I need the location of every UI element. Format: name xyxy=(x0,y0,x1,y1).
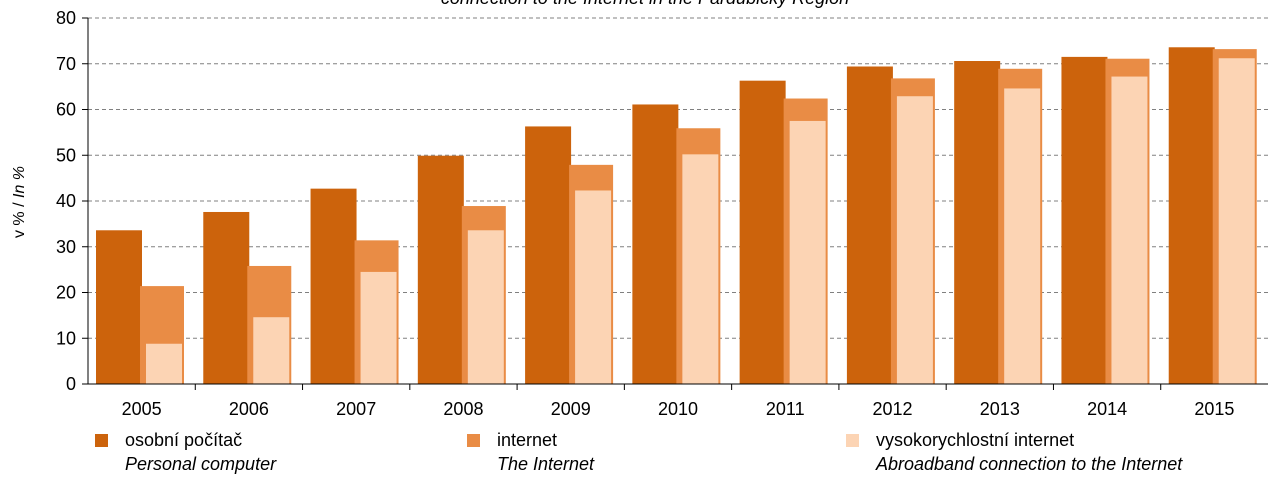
legend-label-en: Abroadband connection to the Internet xyxy=(876,454,1183,474)
x-tick-label: 2012 xyxy=(873,399,913,419)
y-tick-label: 60 xyxy=(56,100,76,120)
y-axis-label: v % / In % xyxy=(11,166,28,238)
bar-series-3-2011 xyxy=(789,120,826,384)
legend-swatch-broadband xyxy=(846,434,859,447)
bar-series-1-2005 xyxy=(96,230,142,384)
y-tick-label: 40 xyxy=(56,191,76,211)
x-tick-label: 2013 xyxy=(980,399,1020,419)
bar-series-1-2011 xyxy=(739,80,786,385)
bar-series-1-2014 xyxy=(1061,56,1108,384)
chart-title: connection to the Internet in the Pardub… xyxy=(441,0,849,8)
x-tick-label: 2005 xyxy=(122,399,162,419)
x-tick-label: 2011 xyxy=(766,399,805,419)
x-tick-label: 2015 xyxy=(1194,399,1234,419)
legend-label-en: The Internet xyxy=(497,454,595,474)
legend-label-en: Personal computer xyxy=(125,454,277,474)
axes xyxy=(82,17,1268,390)
y-axis-label-italic: In % xyxy=(11,166,28,198)
bars xyxy=(96,47,1257,385)
bar-series-1-2013 xyxy=(954,61,1001,384)
bar-series-3-2013 xyxy=(1004,88,1041,384)
x-tick-label: 2007 xyxy=(336,399,376,419)
legend-swatch-internet xyxy=(467,434,480,447)
x-tick-label: 2009 xyxy=(551,399,591,419)
x-tick-label: 2014 xyxy=(1087,399,1127,419)
bar-series-3-2006 xyxy=(253,317,290,384)
bar-series-1-2007 xyxy=(310,188,357,384)
bar-series-1-2015 xyxy=(1168,47,1215,384)
bar-series-3-2005 xyxy=(146,343,182,384)
bar-series-1-2006 xyxy=(203,211,250,384)
bar-series-3-2007 xyxy=(360,271,397,384)
bar-series-1-2012 xyxy=(846,66,893,385)
x-tick-label: 2008 xyxy=(443,399,483,419)
legend-label-cz: internet xyxy=(497,430,558,450)
legend-swatch-personal-computer xyxy=(95,434,108,447)
x-tick-label: 2006 xyxy=(229,399,269,419)
bar-series-3-2015 xyxy=(1218,58,1255,384)
bar-series-3-2009 xyxy=(575,190,612,384)
bar-series-1-2010 xyxy=(632,104,679,384)
y-tick-label: 0 xyxy=(66,374,76,394)
y-tick-label: 50 xyxy=(56,145,76,165)
legend-label-cz: vysokorychlostní internet xyxy=(876,430,1075,450)
bar-series-3-2012 xyxy=(896,96,933,385)
bar-chart: connection to the Internet in the Pardub… xyxy=(11,0,1268,419)
bar-series-3-2010 xyxy=(682,154,719,384)
bar-series-3-2008 xyxy=(467,230,504,384)
x-tick-label: 2010 xyxy=(658,399,698,419)
legend-label-cz: osobní počítač xyxy=(125,430,243,450)
y-tick-label: 70 xyxy=(56,54,76,74)
y-tick-label: 10 xyxy=(56,328,76,348)
bar-series-3-2014 xyxy=(1111,76,1148,384)
y-tick-label: 20 xyxy=(56,283,76,303)
bar-series-1-2008 xyxy=(417,155,464,384)
x-tick-labels: 2005 2006 2007 2008 2009 2010 2011 2012 2013 2014… xyxy=(122,399,1235,419)
y-tick-labels: 0 10 20 30 40 50 60 70 80 xyxy=(56,8,76,394)
y-tick-label: 30 xyxy=(56,237,76,257)
y-tick-label: 80 xyxy=(56,8,76,28)
y-axis-label-main: v % / xyxy=(11,198,28,238)
bar-series-1-2009 xyxy=(525,126,572,385)
